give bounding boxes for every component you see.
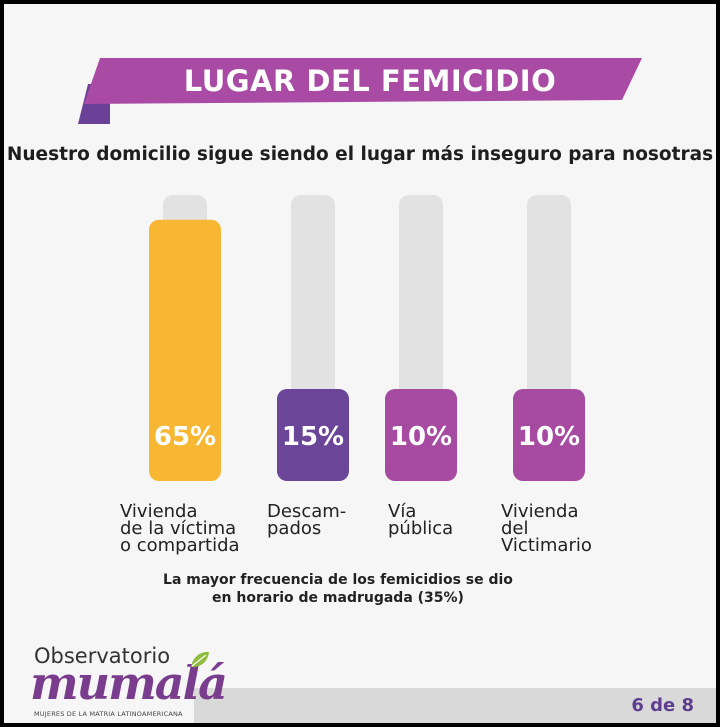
title-banner (78, 58, 642, 124)
footer-bar (194, 688, 716, 723)
footnote-text: La mayor frecuencia de los femicidios se… (163, 572, 513, 606)
category-label: Vivienda de la víctima o compartida (120, 501, 240, 556)
value-label: 10% (390, 422, 452, 452)
bar (513, 389, 585, 481)
category-label: Vivienda del Victimario (501, 501, 592, 556)
bar (385, 389, 457, 481)
footnote: La mayor frecuencia de los femicidios se… (4, 571, 672, 607)
bar-chart: 65% 15% 10% 10% (149, 195, 585, 481)
logo-observatorio: Observatorio (34, 644, 171, 668)
banner-body (84, 58, 642, 104)
category-label: Vía pública (388, 501, 454, 539)
value-label: 65% (154, 422, 216, 452)
value-label: 10% (518, 422, 580, 452)
bar (277, 389, 349, 481)
chart-subtitle: Nuestro domicilio sigue siendo el lugar … (6, 144, 714, 165)
category-label: Descam- pados (267, 501, 347, 539)
logo-tagline: MUJERES DE LA MATRIA LATINOAMERICANA (34, 710, 183, 718)
leaf-icon (191, 651, 209, 668)
bar (149, 219, 221, 481)
value-label: 15% (282, 422, 344, 452)
infographic-page: LUGAR DEL FEMICIDIO Nuestro domicilio si… (4, 4, 716, 723)
page-title: LUGAR DEL FEMICIDIO (183, 64, 557, 98)
page-indicator: 6 de 8 (631, 695, 694, 716)
